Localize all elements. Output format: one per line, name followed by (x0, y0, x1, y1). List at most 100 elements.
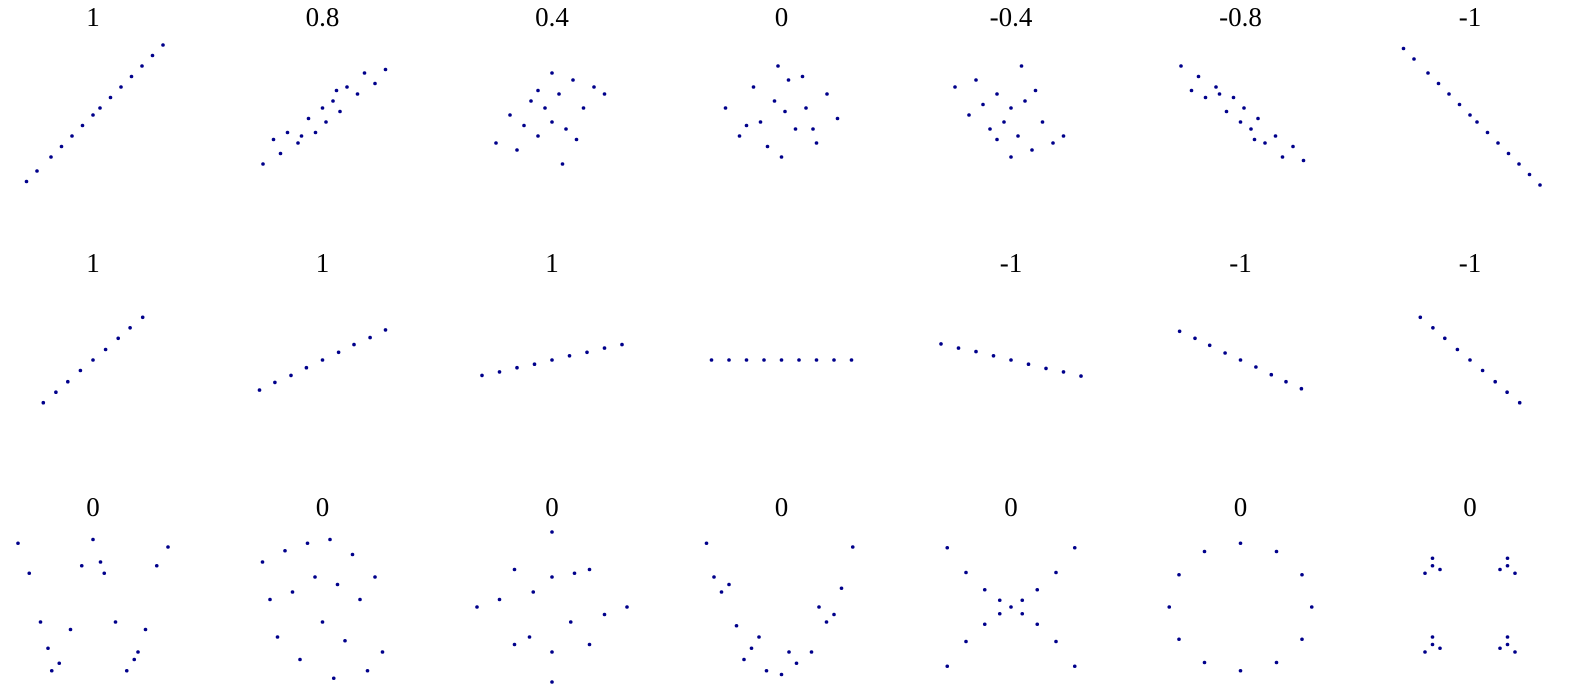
point (1426, 71, 1430, 75)
point (103, 347, 108, 352)
point (1430, 635, 1435, 639)
point (313, 575, 317, 579)
point (373, 575, 377, 579)
point (550, 575, 554, 579)
panel-title: -1 (1000, 248, 1023, 278)
point (1030, 148, 1034, 152)
point (1009, 155, 1013, 159)
point (70, 134, 74, 138)
point (727, 582, 731, 587)
point (568, 620, 573, 624)
panel: 0 (1423, 492, 1517, 654)
panel-title: 0 (1234, 492, 1248, 522)
panel: 1 (24, 2, 165, 184)
point (1505, 390, 1509, 395)
panel: 0 (260, 492, 385, 681)
panel-title: 1 (86, 2, 100, 32)
panel-title: 0 (775, 2, 789, 32)
point (1217, 92, 1222, 96)
point (1016, 134, 1020, 138)
point (1009, 605, 1013, 609)
panel-title: 0 (775, 492, 789, 522)
point (278, 151, 283, 156)
point (620, 342, 624, 347)
point (550, 530, 554, 534)
point (1423, 571, 1427, 576)
point (1202, 549, 1207, 554)
point (16, 541, 20, 546)
point (811, 127, 815, 131)
point (1301, 158, 1306, 163)
point (365, 668, 370, 673)
point (1196, 74, 1201, 79)
point (956, 346, 961, 350)
point (497, 597, 502, 602)
panel: -1 (1401, 2, 1542, 187)
point (765, 144, 770, 149)
point (1051, 141, 1055, 145)
point (1177, 572, 1181, 577)
point (550, 650, 554, 654)
point (1496, 141, 1500, 145)
point (749, 646, 754, 651)
point (98, 560, 103, 564)
point (1430, 642, 1435, 647)
point (260, 560, 265, 564)
panel (709, 358, 854, 362)
point (814, 141, 819, 145)
point (1274, 660, 1279, 665)
point (508, 113, 512, 117)
point (320, 620, 325, 624)
panel-title: -1 (1459, 2, 1482, 32)
point (1079, 374, 1083, 378)
panel: 0.8 (261, 2, 388, 166)
point (116, 336, 120, 341)
point (797, 358, 801, 362)
point (571, 78, 575, 82)
point (1242, 106, 1246, 110)
panel: 0 (16, 492, 170, 673)
panel: 0 (723, 2, 840, 159)
panel-title: -1 (1459, 248, 1482, 278)
panel-title: -0.8 (1219, 2, 1262, 32)
point (764, 668, 769, 673)
point (964, 639, 968, 644)
point (161, 43, 165, 47)
point (1256, 116, 1260, 121)
point (602, 346, 607, 350)
point (46, 646, 50, 651)
point (712, 575, 716, 579)
point (91, 537, 95, 542)
point (850, 545, 855, 549)
point (1274, 549, 1279, 554)
point (557, 92, 561, 96)
panel-title: 0 (545, 492, 559, 522)
point (143, 627, 148, 632)
point (602, 612, 607, 617)
point (794, 661, 799, 666)
point (1443, 336, 1447, 341)
point (271, 137, 276, 142)
point (1299, 386, 1304, 391)
point (1273, 134, 1278, 138)
point (1300, 572, 1304, 577)
point (1061, 134, 1066, 138)
point (779, 358, 784, 362)
point (592, 85, 596, 89)
point (1284, 379, 1288, 384)
point (296, 141, 300, 145)
point (102, 571, 107, 576)
point (1167, 605, 1172, 609)
point (1468, 358, 1472, 362)
point (1072, 545, 1077, 550)
point (66, 379, 70, 384)
point (1054, 639, 1058, 644)
point (964, 570, 968, 575)
point (1309, 605, 1314, 609)
point (54, 390, 58, 395)
point (128, 326, 132, 330)
point (804, 106, 808, 110)
point (744, 123, 749, 128)
point (1480, 368, 1485, 373)
point (1044, 366, 1048, 371)
